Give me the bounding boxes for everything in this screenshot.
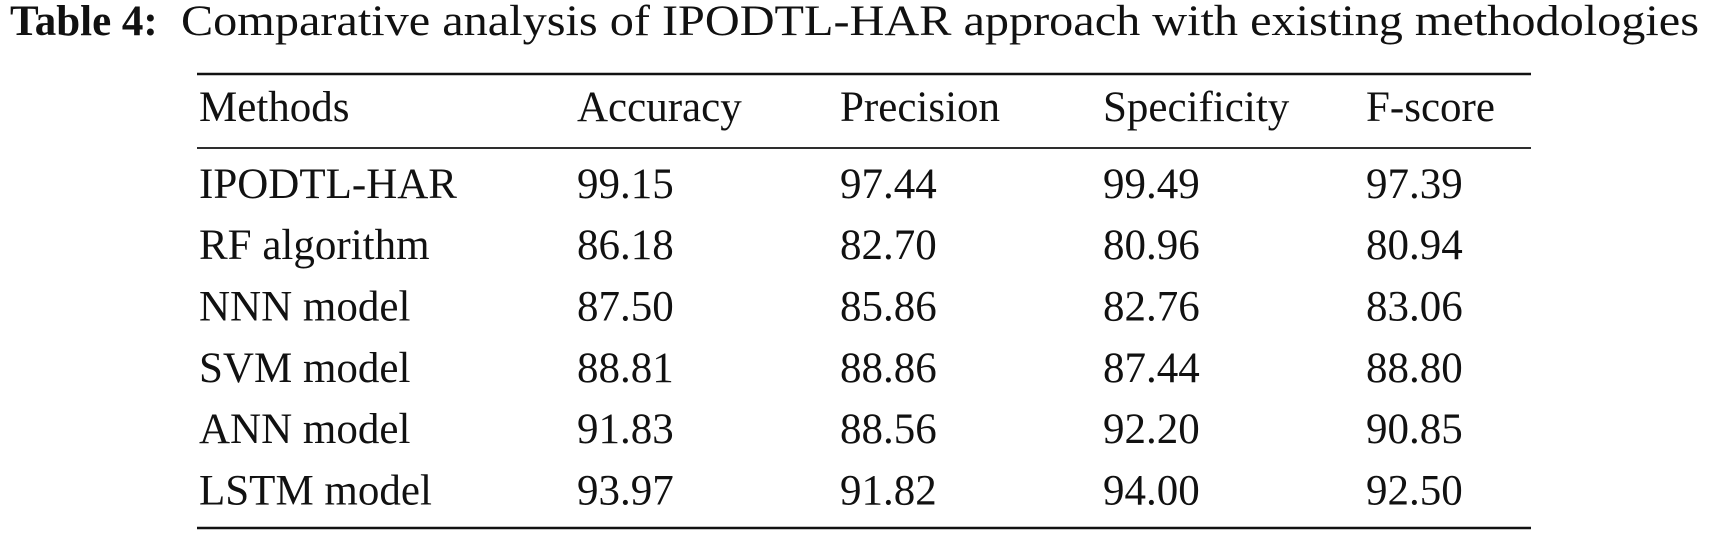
- method-cell: NNN model: [199, 283, 410, 330]
- header-cell: Accuracy: [577, 84, 742, 131]
- value-cell: 88.81: [577, 345, 674, 392]
- value-cell: 91.82: [840, 467, 937, 514]
- value-cell: 97.44: [840, 161, 937, 208]
- value-cell: 88.56: [840, 406, 937, 453]
- value-cell: 91.83: [577, 406, 674, 453]
- method-cell: RF algorithm: [199, 222, 430, 269]
- value-cell: 85.86: [840, 283, 937, 330]
- value-cell: 80.96: [1103, 222, 1200, 269]
- value-cell: 97.39: [1366, 161, 1463, 208]
- value-cell: 99.49: [1103, 161, 1200, 208]
- method-cell: SVM model: [199, 345, 410, 392]
- method-cell: LSTM model: [199, 467, 432, 514]
- value-cell: 90.85: [1366, 406, 1463, 453]
- value-cell: 80.94: [1366, 222, 1463, 269]
- value-cell: 86.18: [577, 222, 674, 269]
- header-cell: Precision: [840, 84, 1000, 131]
- value-cell: 87.50: [577, 283, 674, 330]
- value-cell: 92.50: [1366, 467, 1463, 514]
- value-cell: 87.44: [1103, 345, 1200, 392]
- value-cell: 94.00: [1103, 467, 1200, 514]
- value-cell: 88.86: [840, 345, 937, 392]
- caption-label: Table 4:: [10, 0, 158, 45]
- value-cell: 93.97: [577, 467, 674, 514]
- method-cell: IPODTL-HAR: [199, 161, 457, 208]
- caption-text: Comparative analysis of IPODTL-HAR appro…: [181, 0, 1699, 45]
- value-cell: 82.70: [840, 222, 937, 269]
- header-cell: Methods: [199, 84, 350, 131]
- value-cell: 99.15: [577, 161, 674, 208]
- value-cell: 92.20: [1103, 406, 1200, 453]
- value-cell: 83.06: [1366, 283, 1463, 330]
- header-cell: Specificity: [1103, 84, 1290, 131]
- method-cell: ANN model: [199, 406, 410, 453]
- value-cell: 88.80: [1366, 345, 1463, 392]
- value-cell: 82.76: [1103, 283, 1200, 330]
- header-cell: F-score: [1366, 84, 1495, 131]
